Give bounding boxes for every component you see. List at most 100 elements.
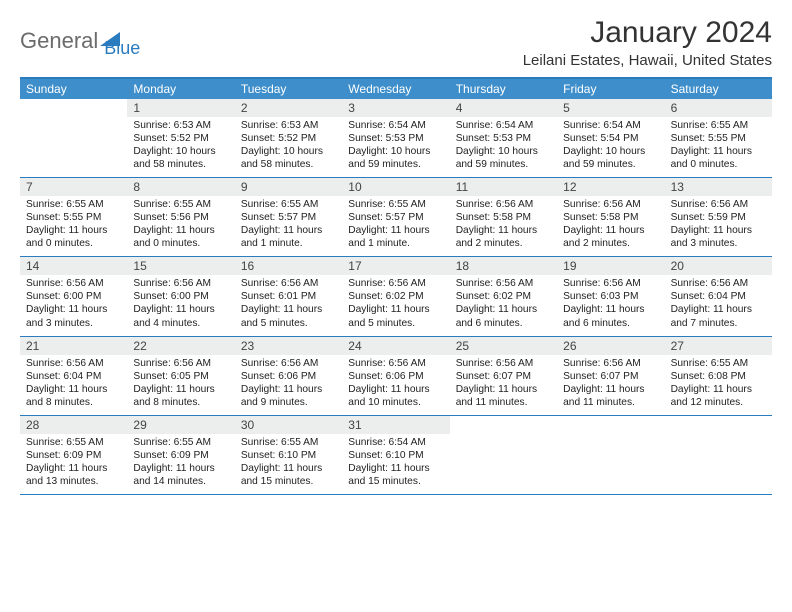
day-line: and 1 minute.: [348, 237, 443, 250]
day-cell: 25Sunrise: 6:56 AMSunset: 6:07 PMDayligh…: [450, 337, 557, 415]
day-line: Sunrise: 6:55 AM: [241, 436, 336, 449]
day-line: and 14 minutes.: [133, 475, 228, 488]
day-cell: 15Sunrise: 6:56 AMSunset: 6:00 PMDayligh…: [127, 257, 234, 335]
day-line: Sunrise: 6:55 AM: [671, 119, 766, 132]
week-row: 14Sunrise: 6:56 AMSunset: 6:00 PMDayligh…: [20, 257, 772, 336]
day-line: Sunset: 5:54 PM: [563, 132, 658, 145]
day-number: 21: [20, 337, 127, 355]
day-line: and 2 minutes.: [563, 237, 658, 250]
day-number: 3: [342, 99, 449, 117]
day-line: Sunset: 5:57 PM: [241, 211, 336, 224]
day-number: [557, 416, 664, 434]
day-line: and 9 minutes.: [241, 396, 336, 409]
day-line: Sunrise: 6:55 AM: [133, 198, 228, 211]
day-line: Sunrise: 6:56 AM: [456, 357, 551, 370]
day-line: Daylight: 11 hours: [241, 383, 336, 396]
day-line: and 0 minutes.: [671, 158, 766, 171]
day-line: Daylight: 11 hours: [563, 383, 658, 396]
day-cell: 17Sunrise: 6:56 AMSunset: 6:02 PMDayligh…: [342, 257, 449, 335]
day-cell: 8Sunrise: 6:55 AMSunset: 5:56 PMDaylight…: [127, 178, 234, 256]
weekday-label: Thursday: [450, 79, 557, 99]
day-line: Daylight: 11 hours: [456, 224, 551, 237]
day-line: and 0 minutes.: [133, 237, 228, 250]
day-line: Sunrise: 6:56 AM: [133, 277, 228, 290]
day-number: 28: [20, 416, 127, 434]
day-number: 6: [665, 99, 772, 117]
day-line: Sunset: 5:53 PM: [456, 132, 551, 145]
day-line: and 58 minutes.: [133, 158, 228, 171]
day-line: Daylight: 11 hours: [133, 383, 228, 396]
day-line: Daylight: 11 hours: [26, 383, 121, 396]
weekday-label: Sunday: [20, 79, 127, 99]
day-line: Sunset: 6:10 PM: [241, 449, 336, 462]
day-body: Sunrise: 6:56 AMSunset: 6:03 PMDaylight:…: [557, 275, 664, 329]
day-line: Daylight: 11 hours: [348, 383, 443, 396]
day-number: 30: [235, 416, 342, 434]
day-line: and 2 minutes.: [456, 237, 551, 250]
day-line: Daylight: 11 hours: [456, 303, 551, 316]
weekday-header: Sunday Monday Tuesday Wednesday Thursday…: [20, 79, 772, 99]
week-row: 1Sunrise: 6:53 AMSunset: 5:52 PMDaylight…: [20, 99, 772, 178]
day-line: Sunset: 5:59 PM: [671, 211, 766, 224]
day-line: Sunset: 6:06 PM: [241, 370, 336, 383]
day-number: 15: [127, 257, 234, 275]
calendar: Sunday Monday Tuesday Wednesday Thursday…: [20, 77, 772, 495]
day-number: 19: [557, 257, 664, 275]
day-cell: 24Sunrise: 6:56 AMSunset: 6:06 PMDayligh…: [342, 337, 449, 415]
day-body: Sunrise: 6:55 AMSunset: 5:57 PMDaylight:…: [235, 196, 342, 250]
day-line: and 13 minutes.: [26, 475, 121, 488]
day-cell: 11Sunrise: 6:56 AMSunset: 5:58 PMDayligh…: [450, 178, 557, 256]
day-cell: 1Sunrise: 6:53 AMSunset: 5:52 PMDaylight…: [127, 99, 234, 177]
day-line: Daylight: 11 hours: [563, 224, 658, 237]
day-line: and 59 minutes.: [456, 158, 551, 171]
day-line: Sunrise: 6:56 AM: [26, 357, 121, 370]
day-body: Sunrise: 6:55 AMSunset: 6:08 PMDaylight:…: [665, 355, 772, 409]
day-line: Sunrise: 6:56 AM: [26, 277, 121, 290]
day-line: Daylight: 11 hours: [671, 383, 766, 396]
day-line: and 58 minutes.: [241, 158, 336, 171]
day-line: Daylight: 11 hours: [133, 462, 228, 475]
day-line: Sunset: 6:04 PM: [671, 290, 766, 303]
day-cell: 7Sunrise: 6:55 AMSunset: 5:55 PMDaylight…: [20, 178, 127, 256]
day-line: Sunset: 5:58 PM: [456, 211, 551, 224]
day-cell: [20, 99, 127, 177]
day-line: Sunrise: 6:53 AM: [133, 119, 228, 132]
day-body: Sunrise: 6:55 AMSunset: 6:09 PMDaylight:…: [127, 434, 234, 488]
day-number: 31: [342, 416, 449, 434]
day-number: [665, 416, 772, 434]
day-cell: 29Sunrise: 6:55 AMSunset: 6:09 PMDayligh…: [127, 416, 234, 494]
day-body: Sunrise: 6:56 AMSunset: 5:58 PMDaylight:…: [557, 196, 664, 250]
day-line: Sunset: 6:09 PM: [26, 449, 121, 462]
day-number: 18: [450, 257, 557, 275]
day-line: Sunset: 5:57 PM: [348, 211, 443, 224]
day-line: and 15 minutes.: [348, 475, 443, 488]
day-body: Sunrise: 6:56 AMSunset: 6:01 PMDaylight:…: [235, 275, 342, 329]
day-cell: 3Sunrise: 6:54 AMSunset: 5:53 PMDaylight…: [342, 99, 449, 177]
day-line: and 59 minutes.: [563, 158, 658, 171]
day-line: Sunrise: 6:55 AM: [671, 357, 766, 370]
day-line: Sunset: 6:09 PM: [133, 449, 228, 462]
day-line: and 0 minutes.: [26, 237, 121, 250]
week-row: 21Sunrise: 6:56 AMSunset: 6:04 PMDayligh…: [20, 337, 772, 416]
day-body: Sunrise: 6:54 AMSunset: 5:54 PMDaylight:…: [557, 117, 664, 171]
day-body: [20, 117, 127, 119]
day-line: and 11 minutes.: [563, 396, 658, 409]
day-body: Sunrise: 6:56 AMSunset: 5:59 PMDaylight:…: [665, 196, 772, 250]
day-cell: 10Sunrise: 6:55 AMSunset: 5:57 PMDayligh…: [342, 178, 449, 256]
day-line: Daylight: 11 hours: [348, 224, 443, 237]
day-line: Sunset: 5:55 PM: [26, 211, 121, 224]
day-number: 9: [235, 178, 342, 196]
day-line: Sunrise: 6:55 AM: [133, 436, 228, 449]
day-body: [557, 434, 664, 436]
day-number: 8: [127, 178, 234, 196]
day-line: Daylight: 10 hours: [241, 145, 336, 158]
day-line: Sunset: 5:52 PM: [133, 132, 228, 145]
day-line: Sunrise: 6:56 AM: [563, 277, 658, 290]
day-line: Daylight: 11 hours: [241, 462, 336, 475]
day-line: Sunrise: 6:56 AM: [348, 277, 443, 290]
day-line: Sunset: 6:05 PM: [133, 370, 228, 383]
day-line: Daylight: 11 hours: [26, 224, 121, 237]
day-line: Sunset: 6:03 PM: [563, 290, 658, 303]
day-line: Sunset: 6:07 PM: [456, 370, 551, 383]
day-number: 2: [235, 99, 342, 117]
